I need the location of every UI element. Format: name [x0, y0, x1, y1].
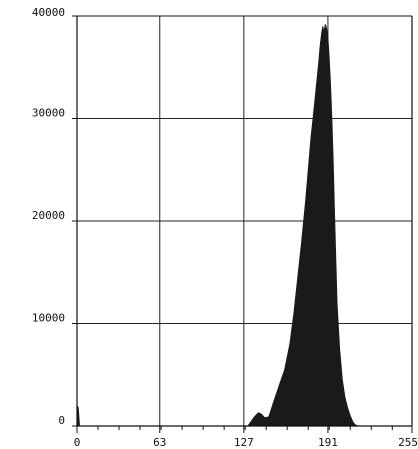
grid-lines [77, 15, 413, 426]
y-tick-label-0: 0 [58, 414, 65, 427]
x-tick-label-0: 0 [74, 436, 81, 449]
x-tick-label-4: 255 [398, 436, 418, 449]
x-tick-label-2: 127 [234, 436, 254, 449]
x-tick-label-1: 63 [153, 436, 166, 449]
x-tick-label-3: 191 [318, 436, 338, 449]
y-tick-label-3: 30000 [32, 107, 65, 120]
histogram-series [76, 24, 361, 427]
tick-labels: 0 10000 20000 30000 40000 0 63 127 191 255 [32, 6, 418, 449]
axes [72, 15, 413, 433]
y-tick-label-4: 40000 [32, 6, 65, 19]
histogram-area-0 [76, 24, 361, 427]
y-tick-label-1: 10000 [32, 312, 65, 325]
y-tick-label-2: 20000 [32, 209, 65, 222]
